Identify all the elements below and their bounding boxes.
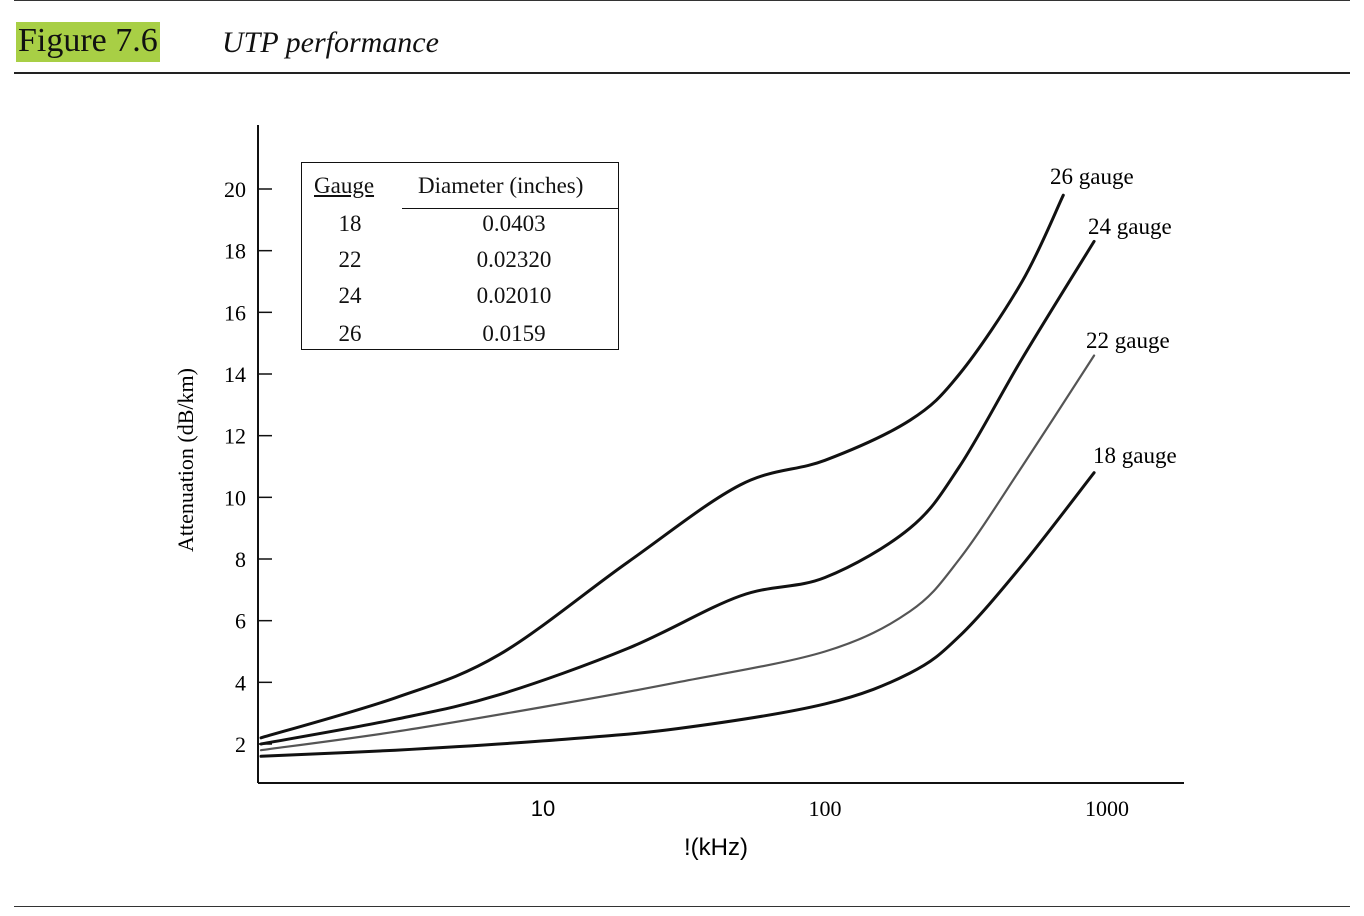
x-tick-label: 100 [809,796,842,821]
series-label: 18 gauge [1093,443,1177,468]
series-label-group: 26 gauge 24 gauge 22 gauge 18 gauge [1050,164,1177,468]
series-label: 26 gauge [1050,164,1134,189]
table-row: 18 0.0403 [302,211,618,247]
y-axis-label: Attenuation (dB/km) [173,368,198,552]
y-tick-label: 6 [235,609,246,634]
table-cell-diameter: 0.0159 [482,321,546,346]
y-tick-group: 2 4 6 8 10 12 14 16 18 20 [224,177,272,757]
x-axis-label: !(kHz) [684,834,748,861]
gauge-diameter-table: Gauge Diameter (inches) 18 0.0403 22 0.0… [301,162,619,350]
y-tick-label: 10 [224,485,246,510]
series-line-24-gauge [259,239,1096,746]
table-header-diameter: Diameter (inches) [418,173,584,198]
table-header-gauge: Gauge [314,173,375,198]
series-group [259,193,1096,758]
y-tick-label: 14 [224,362,246,387]
top-rule [14,0,1350,1]
table-row: 24 0.02010 [302,283,618,319]
table-cell-gauge: 24 [338,283,362,308]
x-tick-label: 1000 [1085,796,1129,821]
x-tick-group: 10 100 1000 [531,796,1129,821]
series-label: 24 gauge [1088,214,1172,239]
x-tick-label: 10 [531,796,555,821]
chart-axes [257,125,1184,784]
table-row: 26 0.0159 [302,321,618,357]
y-tick-label: 20 [224,177,246,202]
figure-header: Figure 7.6 UTP performance [14,20,1350,74]
figure-caption: UTP performance [222,26,439,59]
y-tick-label: 16 [224,300,246,325]
y-tick-label: 12 [224,424,246,449]
y-tick-label: 2 [235,732,246,757]
y-tick-label: 4 [235,670,246,695]
series-line-18-gauge [259,471,1096,758]
table-cell-diameter: 0.02320 [476,247,552,272]
table-header-divider [402,208,618,209]
series-line-22-gauge [259,354,1096,752]
table-cell-diameter: 0.02010 [476,283,552,308]
table-row: 22 0.02320 [302,247,618,283]
figure-label: Figure 7.6 [16,22,160,62]
table-cell-gauge: 22 [338,247,362,272]
series-label: 22 gauge [1086,328,1170,353]
bottom-rule [14,906,1350,907]
table-cell-gauge: 26 [338,321,362,346]
series-line-26-gauge [259,193,1065,740]
y-tick-label: 18 [224,239,246,264]
table-cell-diameter: 0.0403 [482,211,546,236]
table-cell-gauge: 18 [338,211,362,236]
y-tick-label: 8 [235,547,246,572]
